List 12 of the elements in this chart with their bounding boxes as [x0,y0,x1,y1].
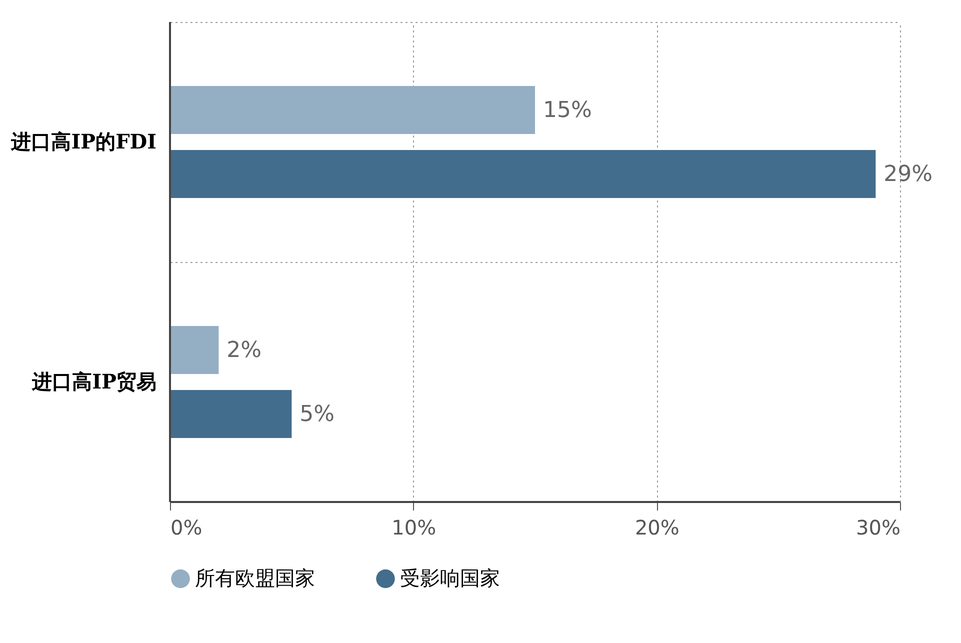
data-label: 15% [543,98,592,123]
x-tick-label: 10% [392,516,436,540]
legend-label: 受影响国家 [400,566,500,590]
y-tick-label: 进口高IP贸易 [31,370,156,394]
x-tick-label: 20% [634,516,680,540]
data-label: 2% [226,338,262,363]
x-tick-label: 0% [170,516,202,540]
data-label: 29% [884,162,933,187]
data-label: 5% [300,402,335,427]
y-tick-label: 进口高IP的FDI [10,130,156,154]
x-tick-label: 30% [856,516,900,540]
legend-label: 所有欧盟国家 [195,566,315,590]
